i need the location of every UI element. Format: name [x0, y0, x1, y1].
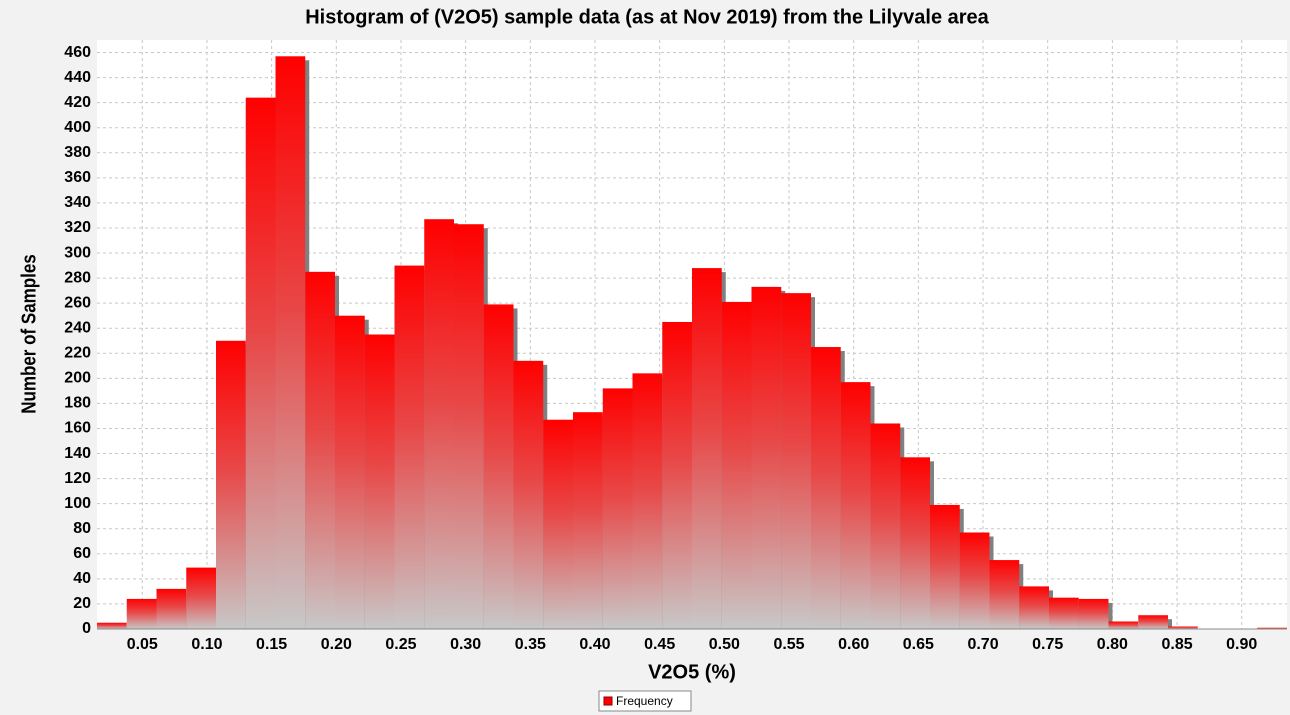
bar	[751, 286, 782, 629]
x-tick-label: 0.05	[127, 636, 158, 653]
bar	[1019, 586, 1049, 629]
y-tick-label: 300	[64, 244, 91, 261]
y-tick-label: 420	[64, 94, 91, 111]
bar	[305, 271, 335, 629]
bar	[1138, 615, 1168, 629]
x-tick-label: 0.85	[1161, 636, 1192, 653]
x-tick-label: 0.65	[903, 636, 934, 653]
x-tick-label: 0.15	[256, 636, 287, 653]
bar	[1108, 621, 1139, 629]
bar	[424, 219, 454, 629]
x-tick-label: 0.45	[644, 636, 675, 653]
y-tick-label: 380	[64, 144, 91, 161]
bar	[900, 457, 930, 629]
bar	[364, 334, 395, 629]
bar	[126, 598, 157, 629]
bar	[602, 388, 633, 629]
x-tick-label: 0.40	[579, 636, 610, 653]
bar	[1049, 597, 1079, 629]
y-tick-label: 140	[64, 445, 91, 462]
bar	[1257, 627, 1287, 629]
y-tick-label: 20	[73, 595, 91, 612]
y-tick-label: 80	[73, 520, 91, 537]
y-tick-label: 360	[64, 169, 91, 186]
bar	[245, 97, 276, 630]
x-tick-label: 0.10	[191, 636, 222, 653]
y-tick-label: 100	[64, 495, 91, 512]
bar	[721, 301, 752, 629]
x-tick-label: 0.30	[450, 636, 481, 653]
x-tick-label: 0.25	[385, 636, 416, 653]
y-tick-label: 200	[64, 370, 91, 387]
bar	[930, 504, 960, 629]
x-tick-label: 0.70	[967, 636, 998, 653]
bar	[513, 360, 544, 629]
bar	[216, 340, 246, 629]
x-tick-label: 0.80	[1097, 636, 1128, 653]
y-tick-label: 340	[64, 194, 91, 211]
y-tick-label: 0	[82, 620, 91, 637]
x-tick-label: 0.75	[1032, 636, 1063, 653]
x-axis-label: V2O5 (%)	[648, 661, 736, 683]
bar	[870, 423, 901, 629]
y-tick-label: 160	[64, 420, 91, 437]
y-tick-label: 400	[64, 119, 91, 136]
legend: Frequency	[598, 690, 692, 712]
bar	[156, 588, 187, 629]
bar	[781, 293, 811, 629]
y-axis-label: Number of Samples	[17, 254, 40, 414]
bar	[97, 622, 127, 629]
bar	[632, 373, 663, 629]
bar	[454, 224, 484, 629]
bar	[275, 56, 306, 629]
x-tick-label: 0.60	[838, 636, 869, 653]
bar	[186, 567, 216, 629]
y-tick-label: 120	[64, 470, 91, 487]
bar	[989, 560, 1020, 629]
y-tick-label: 40	[73, 570, 91, 587]
y-tick-label: 320	[64, 219, 91, 236]
legend-swatch	[603, 696, 613, 706]
chart-title: Histogram of (V2O5) sample data (as at N…	[305, 6, 989, 28]
bar	[959, 532, 990, 629]
bar	[394, 265, 425, 629]
bar	[1168, 626, 1198, 629]
bar	[1078, 598, 1109, 629]
bar	[662, 321, 692, 629]
y-tick-label: 260	[64, 294, 91, 311]
y-tick-label: 460	[64, 44, 91, 61]
bar	[692, 268, 722, 629]
x-tick-label: 0.50	[709, 636, 740, 653]
legend-box	[598, 690, 692, 712]
x-tick-label: 0.55	[773, 636, 804, 653]
x-tick-label: 0.20	[321, 636, 352, 653]
bar	[543, 419, 573, 629]
y-tick-label: 220	[64, 345, 91, 362]
bar	[811, 347, 841, 629]
bar	[573, 412, 603, 629]
legend-label: Frequency	[616, 694, 673, 708]
x-tick-label: 0.35	[515, 636, 546, 653]
y-tick-label: 240	[64, 319, 91, 336]
bar	[483, 304, 514, 629]
bar	[840, 382, 871, 629]
y-tick-label: 60	[73, 545, 91, 562]
y-tick-label: 180	[64, 395, 91, 412]
bar	[335, 315, 365, 629]
y-tick-label: 440	[64, 69, 91, 86]
y-tick-label: 280	[64, 269, 91, 286]
x-tick-label: 0.90	[1226, 636, 1257, 653]
